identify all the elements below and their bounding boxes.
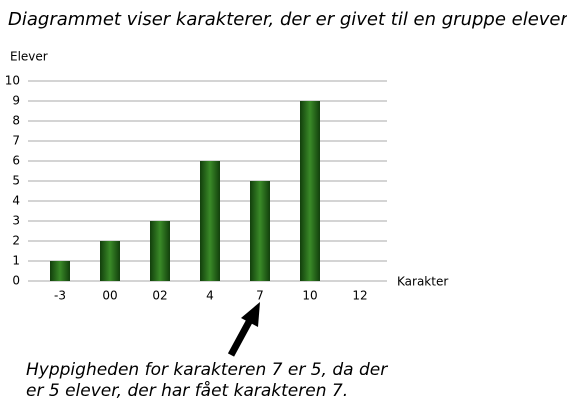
x-axis-label: Karakter — [397, 275, 448, 289]
annotation-arrow — [227, 302, 260, 357]
x-tick-label: 02 — [152, 289, 167, 303]
y-tick-label: 7 — [12, 134, 20, 148]
y-tick-label: 0 — [12, 274, 20, 288]
x-tick-label: -3 — [54, 289, 66, 303]
y-tick-label: 2 — [12, 234, 20, 248]
x-tick-label: 7 — [256, 289, 264, 303]
y-tick-label: 5 — [12, 174, 20, 188]
x-tick-label: 12 — [352, 289, 367, 303]
y-tick-label: 6 — [12, 154, 20, 168]
y-tick-label: 1 — [12, 254, 20, 268]
y-tick-label: 3 — [12, 214, 20, 228]
bar — [50, 261, 70, 281]
bar — [150, 221, 170, 281]
bar — [100, 241, 120, 281]
annotation-line: Hyppigheden for karakteren 7 er 5, da de… — [26, 360, 388, 380]
bar — [250, 181, 270, 281]
y-axis-label: Elever — [10, 50, 48, 64]
chart-title: Diagrammet viser karakterer, der er give… — [8, 9, 567, 30]
x-tick-label: 00 — [102, 289, 117, 303]
bar — [200, 161, 220, 281]
x-tick-label: 4 — [206, 289, 214, 303]
bar — [300, 101, 320, 281]
y-tick-label: 9 — [12, 94, 20, 108]
annotation-line: er 5 elever, der har fået karakteren 7. — [26, 380, 348, 401]
x-tick-label: 10 — [302, 289, 317, 303]
y-tick-label: 8 — [12, 114, 20, 128]
y-tick-label: 4 — [12, 194, 20, 208]
y-tick-label: 10 — [5, 74, 20, 88]
